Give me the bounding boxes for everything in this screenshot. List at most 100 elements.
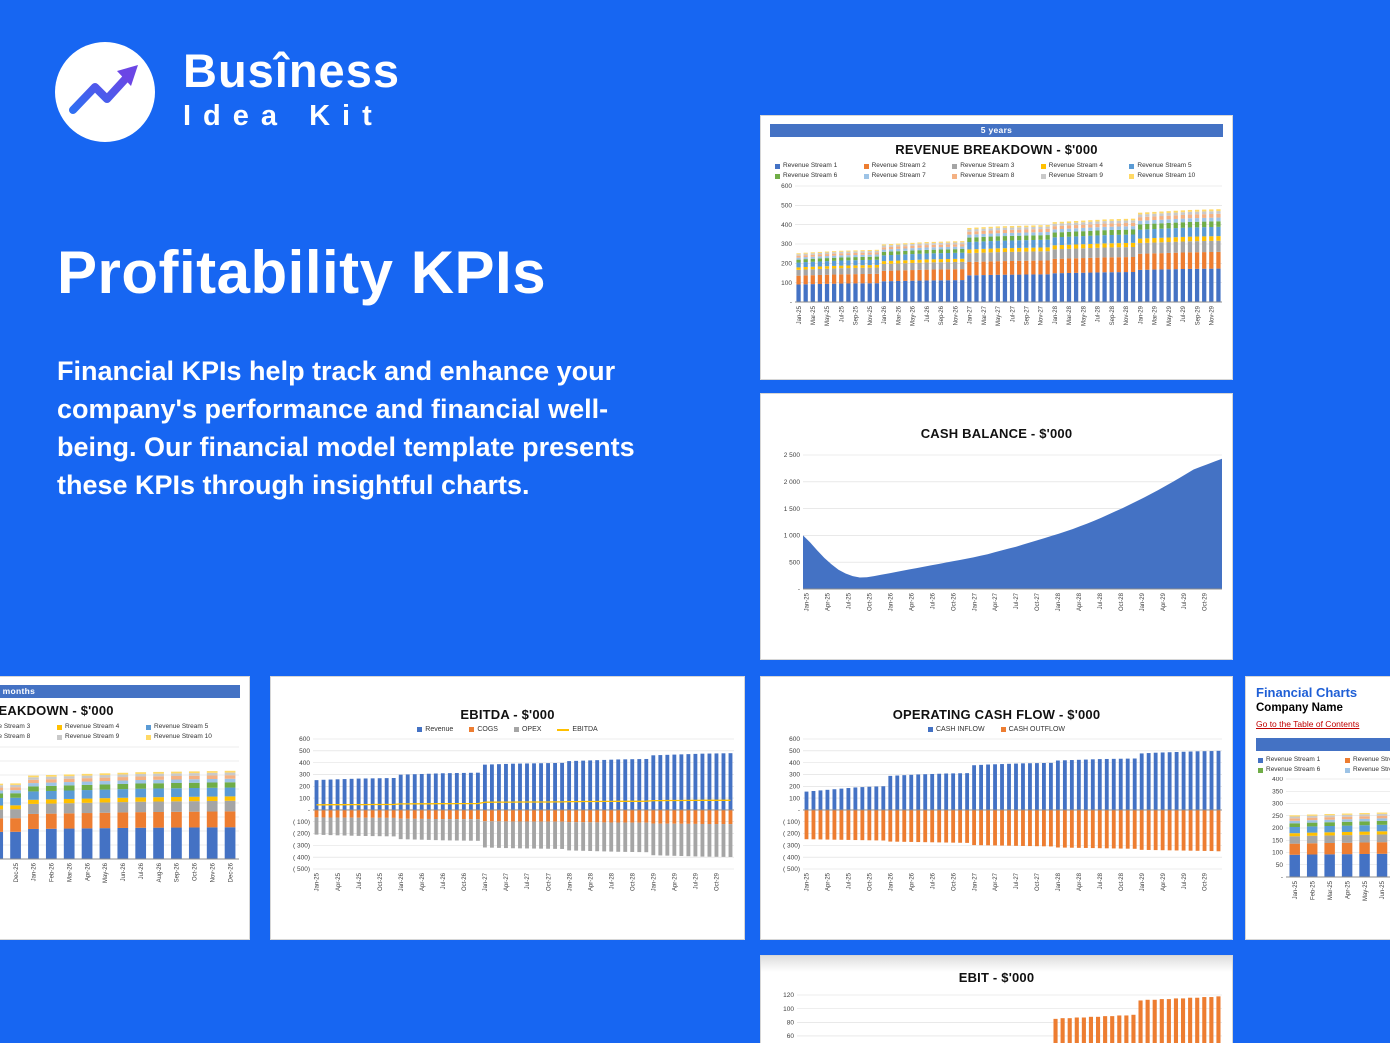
svg-text:Jul-27: Jul-27	[1014, 872, 1020, 889]
svg-text:May-27: May-27	[996, 305, 1002, 326]
svg-text:( 200): ( 200)	[293, 831, 310, 838]
svg-text:Apr-25: Apr-25	[826, 872, 832, 891]
svg-text:Jan-25: Jan-25	[805, 872, 811, 891]
legend-item: Revenue Stream 5	[1129, 161, 1218, 171]
svg-text:( 100): ( 100)	[293, 819, 310, 826]
svg-text:Jun-25: Jun-25	[1380, 880, 1386, 899]
legend-swatch	[417, 727, 423, 732]
financial-charts-sheet: Financial Charts Company Name Go to the …	[1245, 676, 1390, 940]
operating-cash-flow-card: OPERATING CASH FLOW - $'000 CASH INFLOW C…	[760, 676, 1233, 940]
legend-item: Revenue Stream 4	[57, 722, 146, 732]
ebit-card: EBIT - $'000 12010080604020-( 20)( 40)( …	[760, 955, 1233, 1043]
svg-text:Apr-27: Apr-27	[993, 872, 999, 891]
svg-text:Jan-28: Jan-28	[1056, 872, 1062, 891]
svg-text:Jul-26: Jul-26	[139, 862, 145, 879]
svg-text:Jul-27: Jul-27	[1014, 592, 1020, 609]
svg-text:May-28: May-28	[1081, 305, 1087, 326]
svg-text:May-25: May-25	[825, 305, 831, 326]
svg-text:600: 600	[781, 183, 792, 190]
svg-text:Sep-26: Sep-26	[175, 862, 181, 882]
svg-text:100: 100	[1272, 850, 1283, 857]
legend-swatch	[1040, 163, 1046, 169]
svg-text:350: 350	[1272, 788, 1283, 795]
svg-text:-: -	[1281, 874, 1283, 881]
svg-text:Oct-25: Oct-25	[868, 872, 874, 891]
svg-text:Aug-26: Aug-26	[157, 862, 163, 882]
brand-wordmark: Busîness Idea Kit	[183, 46, 400, 133]
cash_balance-svg: 2 500 2 000 1 500 1 000 500 -Jan-25 Apr-25 Jul-…	[784, 452, 1222, 611]
svg-text:Mar-25: Mar-25	[811, 305, 817, 325]
ebitda-svg: 600 500 400 300 200 100 - ( 100) ( 200) ( 300) ( 4…	[293, 736, 734, 891]
svg-text:Jul-26: Jul-26	[925, 305, 931, 322]
svg-text:Nov-26: Nov-26	[953, 305, 959, 325]
svg-text:200: 200	[789, 783, 800, 790]
chart-title-ebit: EBIT - $'000	[958, 970, 1035, 985]
chart-title-operating-cash-flow: OPERATING CASH FLOW - $'000	[892, 707, 1101, 722]
svg-text:Jul-28: Jul-28	[1098, 872, 1104, 889]
svg-text:Jul-28: Jul-28	[1098, 592, 1104, 609]
period-badge-5-years: 5 years	[770, 124, 1223, 137]
svg-text:( 300): ( 300)	[293, 843, 310, 850]
svg-text:300: 300	[789, 772, 800, 779]
ebitda-chart: 600 500 400 300 200 100 - ( 100) ( 200) ( 300) ( 4…	[271, 735, 744, 931]
svg-text:60: 60	[787, 1033, 795, 1040]
svg-text:Oct-28: Oct-28	[630, 872, 636, 891]
svg-text:Oct-26: Oct-26	[193, 862, 199, 881]
legend-swatch	[1345, 767, 1350, 773]
svg-text:80: 80	[787, 1019, 795, 1026]
svg-text:-: -	[798, 586, 800, 593]
legend-item: Revenue Stream 10	[146, 732, 235, 742]
svg-text:( 500): ( 500)	[293, 866, 310, 873]
table-of-contents-link[interactable]: Go to the Table of Contents	[1256, 719, 1360, 729]
svg-text:Jul-26: Jul-26	[441, 872, 447, 889]
legend-item: CASH OUTFLOW	[1000, 726, 1065, 733]
revenue_breakdown_24-svg: 40035030025020015010050-Jan-25Feb-25Mar-…	[0, 746, 239, 883]
revenue-breakdown-5y-chart: 600 500 400 300 200 100 - Jan-25 Mar-25 May-25 Jul…	[761, 183, 1232, 377]
legend-item: Revenue Stream 8	[0, 733, 31, 740]
svg-text:150: 150	[1272, 837, 1283, 844]
svg-text:Mar-27: Mar-27	[982, 305, 988, 325]
legend-swatch	[1000, 727, 1006, 732]
legend-item: Revenue Stream 1	[1258, 755, 1345, 765]
svg-text:Mar-26: Mar-26	[67, 862, 73, 882]
svg-text:Oct-27: Oct-27	[1035, 872, 1041, 891]
svg-text:( 300): ( 300)	[783, 843, 800, 850]
legend-item: Revenue Stream 3	[952, 161, 1041, 171]
svg-text:Apr-28: Apr-28	[588, 872, 594, 891]
svg-text:Jul-26: Jul-26	[930, 872, 936, 889]
revenue-breakdown-24m-chart: 40035030025020015010050-Jan-25Feb-25Mar-…	[0, 744, 249, 932]
svg-text:300: 300	[299, 772, 310, 779]
svg-text:300: 300	[1272, 801, 1283, 808]
svg-text:Jan-27: Jan-27	[972, 592, 978, 611]
svg-text:Mar-26: Mar-26	[896, 305, 902, 325]
svg-text:Apr-25: Apr-25	[336, 872, 342, 891]
svg-text:Jan-26: Jan-26	[882, 305, 888, 324]
legend-swatch	[952, 173, 958, 179]
svg-text:Jul-28: Jul-28	[1096, 305, 1102, 322]
svg-text:May-26: May-26	[911, 305, 917, 326]
svg-text:Feb-25: Feb-25	[1310, 880, 1316, 900]
svg-text:Nov-25: Nov-25	[868, 305, 874, 325]
svg-text:120: 120	[783, 992, 794, 999]
svg-text:1 500: 1 500	[784, 506, 801, 513]
svg-text:Apr-29: Apr-29	[1161, 592, 1167, 611]
ebit-card-clip: EBIT - $'000 12010080604020-( 20)( 40)( …	[760, 955, 1233, 1043]
svg-text:( 200): ( 200)	[783, 831, 800, 838]
ebitda-legend: Revenue COGS OPEX EBITDA	[271, 726, 744, 733]
svg-text:Apr-27: Apr-27	[993, 592, 999, 611]
svg-text:600: 600	[789, 736, 800, 743]
svg-text:Oct-29: Oct-29	[1203, 872, 1209, 891]
legend-item: Revenue Stream 1	[775, 161, 864, 171]
svg-text:Jul-29: Jul-29	[1182, 872, 1188, 889]
svg-text:Jul-25: Jul-25	[357, 872, 363, 889]
svg-text:May-26: May-26	[103, 862, 109, 883]
svg-text:2 000: 2 000	[784, 479, 801, 486]
svg-text:Jul-27: Jul-27	[525, 872, 531, 889]
legend-swatch	[863, 173, 869, 179]
svg-text:400: 400	[789, 760, 800, 767]
legend-item: Revenue Stream 3	[0, 723, 31, 730]
svg-text:May-25: May-25	[1363, 880, 1369, 901]
svg-text:Jan-25: Jan-25	[797, 305, 803, 324]
